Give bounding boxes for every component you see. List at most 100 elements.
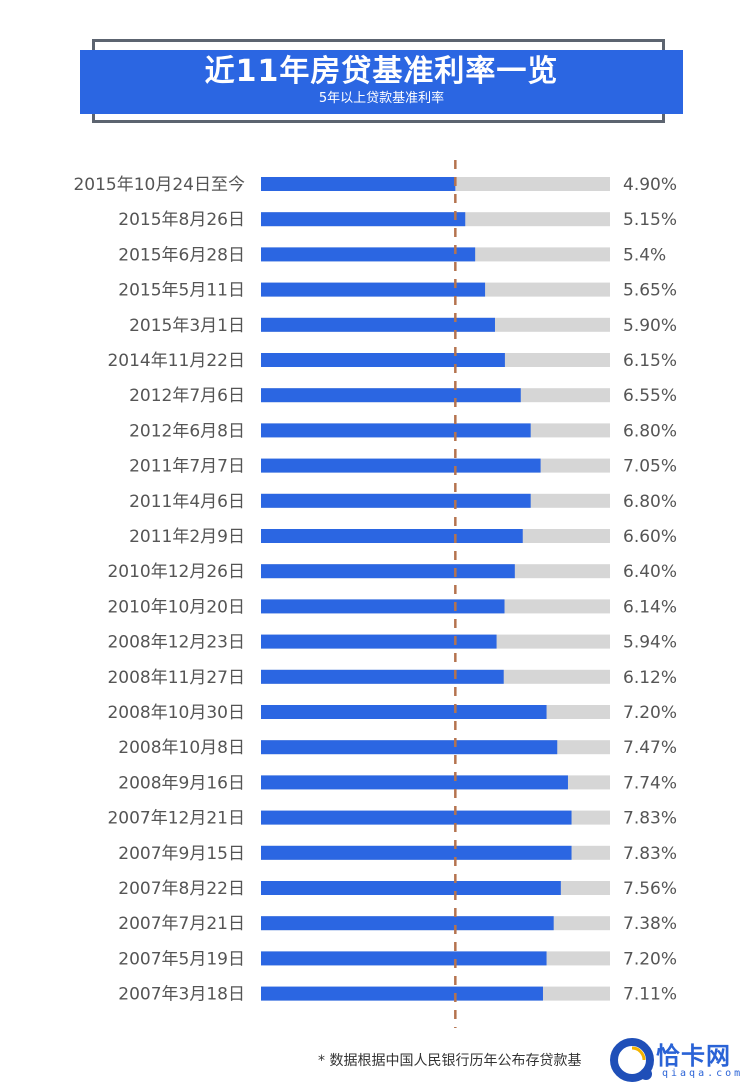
bar-row: 2015年6月28日 5.4% <box>118 245 666 265</box>
category-label: 2015年8月26日 <box>118 210 245 230</box>
category-label: 2007年8月22日 <box>118 879 245 899</box>
header-banner: 近11年房贷基准利率一览 5年以上贷款基准利率 <box>80 50 683 114</box>
value-label: 6.80% <box>623 492 677 512</box>
bar <box>261 740 558 755</box>
category-label: 2008年11月27日 <box>107 668 245 688</box>
value-label: 7.83% <box>623 844 677 864</box>
bar-row: 2007年12月21日 7.83% <box>107 809 677 829</box>
logo-domain: qiaqa.com <box>662 1068 744 1079</box>
site-logo: 恰卡网 qiaqa.com <box>610 1036 750 1086</box>
category-label: 2012年6月8日 <box>129 421 245 441</box>
bar <box>261 282 486 297</box>
value-label: 7.20% <box>623 703 677 723</box>
bar <box>261 458 541 473</box>
bar-row: 2008年10月30日 7.20% <box>107 703 677 723</box>
category-label: 2007年5月19日 <box>118 949 245 969</box>
bar <box>261 705 547 719</box>
value-label: 6.40% <box>623 562 677 582</box>
bar <box>261 388 521 403</box>
bar-row: 2007年3月18日 7.11% <box>118 985 677 1005</box>
category-label: 2014年11月22日 <box>107 351 245 371</box>
logo-circle-icon <box>610 1038 654 1082</box>
bar <box>261 564 515 579</box>
category-label: 2008年10月30日 <box>107 703 245 723</box>
bar <box>261 669 504 684</box>
bar-row: 2012年7月6日 6.55% <box>129 386 677 406</box>
category-label: 2010年12月26日 <box>107 562 245 582</box>
bar <box>261 247 476 262</box>
bar-row: 2008年9月16日 7.74% <box>118 773 677 793</box>
value-label: 5.90% <box>623 316 677 336</box>
bar <box>261 916 554 931</box>
bar <box>261 845 572 860</box>
category-label: 2011年7月7日 <box>129 457 245 477</box>
bar-row: 2008年11月27日 6.12% <box>107 668 677 688</box>
value-label: 4.90% <box>623 175 677 195</box>
chart-title: 近11年房贷基准利率一览 <box>204 54 559 89</box>
bar-row: 2015年10月24日至今 4.90% <box>73 175 677 195</box>
bar <box>261 177 456 191</box>
value-label: 5.4% <box>623 245 666 265</box>
category-label: 2007年3月18日 <box>118 985 245 1005</box>
category-label: 2007年12月21日 <box>107 809 245 829</box>
category-label: 2011年4月6日 <box>129 492 245 512</box>
bar-row: 2008年12月23日 5.94% <box>107 633 677 653</box>
chart-subtitle: 5年以上贷款基准利率 <box>318 91 445 106</box>
category-label: 2015年3月1日 <box>129 316 245 336</box>
value-label: 7.20% <box>623 949 677 969</box>
value-label: 5.15% <box>623 210 677 230</box>
value-label: 6.60% <box>623 527 677 547</box>
bar-row: 2015年5月11日 5.65% <box>118 281 677 301</box>
bar <box>261 423 531 438</box>
value-label: 7.11% <box>623 985 677 1005</box>
category-label: 2008年9月16日 <box>118 773 245 793</box>
bar <box>261 810 572 825</box>
category-label: 2015年5月11日 <box>118 281 245 301</box>
bar <box>261 317 495 332</box>
value-label: 7.56% <box>623 879 677 899</box>
bar-row: 2010年12月26日 6.40% <box>107 562 677 582</box>
bar <box>261 212 466 227</box>
bar-row: 2008年10月8日 7.47% <box>118 738 677 758</box>
bar-row: 2007年5月19日 7.20% <box>118 949 677 969</box>
bar <box>261 951 547 966</box>
bar <box>261 881 561 895</box>
category-label: 2007年7月21日 <box>118 914 245 934</box>
bar <box>261 986 543 1001</box>
value-label: 5.94% <box>623 633 677 653</box>
value-label: 6.15% <box>623 351 677 371</box>
bar-row: 2015年8月26日 5.15% <box>118 210 677 230</box>
value-label: 5.65% <box>623 281 677 301</box>
value-label: 7.83% <box>623 809 677 829</box>
category-label: 2012年7月6日 <box>129 386 245 406</box>
value-label: 6.12% <box>623 668 677 688</box>
category-label: 2015年6月28日 <box>118 245 245 265</box>
category-label: 2007年9月15日 <box>118 844 245 864</box>
bar <box>261 529 523 543</box>
bar <box>261 493 531 508</box>
value-label: 7.74% <box>623 773 677 793</box>
category-label: 2010年10月20日 <box>107 597 245 617</box>
category-label: 2015年10月24日至今 <box>73 175 245 195</box>
bar-row: 2012年6月8日 6.80% <box>129 421 677 441</box>
bar-row: 2007年7月21日 7.38% <box>118 914 677 934</box>
bar-row: 2007年9月15日 7.83% <box>118 844 677 864</box>
bar-row: 2010年10月20日 6.14% <box>107 597 677 617</box>
bar <box>261 599 505 614</box>
bar-row: 2011年7月7日 7.05% <box>129 457 677 477</box>
logo-text: 恰卡网 <box>656 1042 731 1070</box>
value-label: 6.14% <box>623 597 677 617</box>
bar-row: 2007年8月22日 7.56% <box>118 879 677 899</box>
value-label: 6.80% <box>623 421 677 441</box>
category-label: 2011年2月9日 <box>129 527 245 547</box>
bar-row: 2014年11月22日 6.15% <box>107 351 677 371</box>
value-label: 7.05% <box>623 457 677 477</box>
bar <box>261 353 505 367</box>
value-label: 6.55% <box>623 386 677 406</box>
category-label: 2008年12月23日 <box>107 633 245 653</box>
bar-row: 2011年2月9日 6.60% <box>129 527 677 547</box>
value-label: 7.47% <box>623 738 677 758</box>
bar-row: 2011年4月6日 6.80% <box>129 492 677 512</box>
footnote: * 数据根据中国人民银行历年公布存贷款基 <box>318 1053 582 1069</box>
